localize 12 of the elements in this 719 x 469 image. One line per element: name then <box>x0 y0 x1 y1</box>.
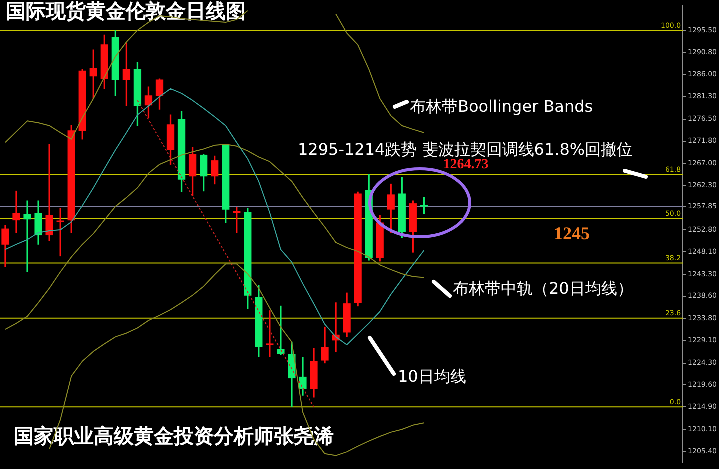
candlestick <box>46 144 54 242</box>
annotation: 1295-1214跌势 斐波拉契回调线61.8%回撤位 <box>298 140 634 160</box>
annotation: 1264.73 <box>443 158 489 173</box>
annotation: 布林带Boollinger Bands <box>410 97 594 116</box>
annotation: 布林带中轨（20日均线） <box>453 279 634 298</box>
candlestick <box>12 190 20 234</box>
annotation: 1245 <box>554 224 590 244</box>
chart-title: 国际现货黄金伦敦金日线图 <box>6 0 246 24</box>
annotation: 10日均线 <box>398 367 466 386</box>
text: 国家职业高级黄金投资分析师张尧浠 <box>14 424 334 448</box>
candlestick <box>277 306 285 356</box>
candlestick <box>24 200 32 272</box>
